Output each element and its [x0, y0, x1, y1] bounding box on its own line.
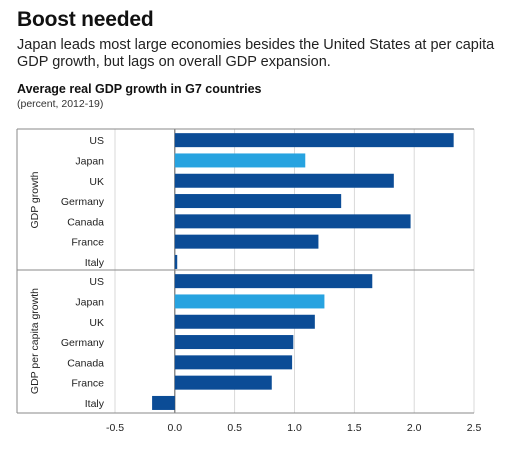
- bar: [174, 173, 394, 188]
- chart-subtitle: (percent, 2012-19): [17, 98, 104, 110]
- bar: [174, 274, 373, 289]
- x-tick-label: 0.0: [168, 422, 183, 434]
- category-label: France: [71, 237, 104, 249]
- panel-label: GDP growth: [29, 171, 41, 228]
- chart-title: Average real GDP growth in G7 countries: [17, 82, 262, 96]
- bar: [174, 294, 325, 309]
- category-label: France: [71, 378, 104, 390]
- bar: [174, 314, 315, 329]
- bar: [174, 153, 306, 168]
- page-title: Boost needed: [17, 8, 154, 31]
- bar: [174, 335, 294, 350]
- category-label: Canada: [67, 357, 104, 369]
- bar: [174, 214, 411, 229]
- x-tick-label: -0.5: [106, 422, 124, 434]
- category-label: Germany: [61, 337, 105, 349]
- bar: [174, 375, 272, 390]
- x-tick-label: 1.0: [287, 422, 302, 434]
- category-label: Japan: [75, 155, 104, 167]
- bar: [174, 133, 454, 148]
- bar: [152, 395, 175, 410]
- category-label: Germany: [61, 196, 105, 208]
- category-label: US: [89, 135, 104, 147]
- category-label: US: [89, 276, 104, 288]
- bar: [174, 355, 293, 370]
- bar: [174, 194, 342, 209]
- category-label: UK: [89, 176, 104, 188]
- x-tick-label: 1.5: [347, 422, 362, 434]
- page-subtitle: Japan leads most large economies besides…: [17, 37, 495, 70]
- x-tick-label: 2.0: [407, 422, 422, 434]
- category-label: Canada: [67, 216, 104, 228]
- category-label: Japan: [75, 296, 104, 308]
- category-label: Italy: [85, 398, 105, 410]
- x-tick-label: 0.5: [227, 422, 242, 434]
- bar: [174, 254, 178, 269]
- x-tick-label: 2.5: [467, 422, 482, 434]
- category-label: UK: [89, 317, 104, 329]
- panel-label: GDP per capita growth: [29, 288, 41, 394]
- category-label: Italy: [85, 257, 105, 269]
- bar: [174, 234, 319, 249]
